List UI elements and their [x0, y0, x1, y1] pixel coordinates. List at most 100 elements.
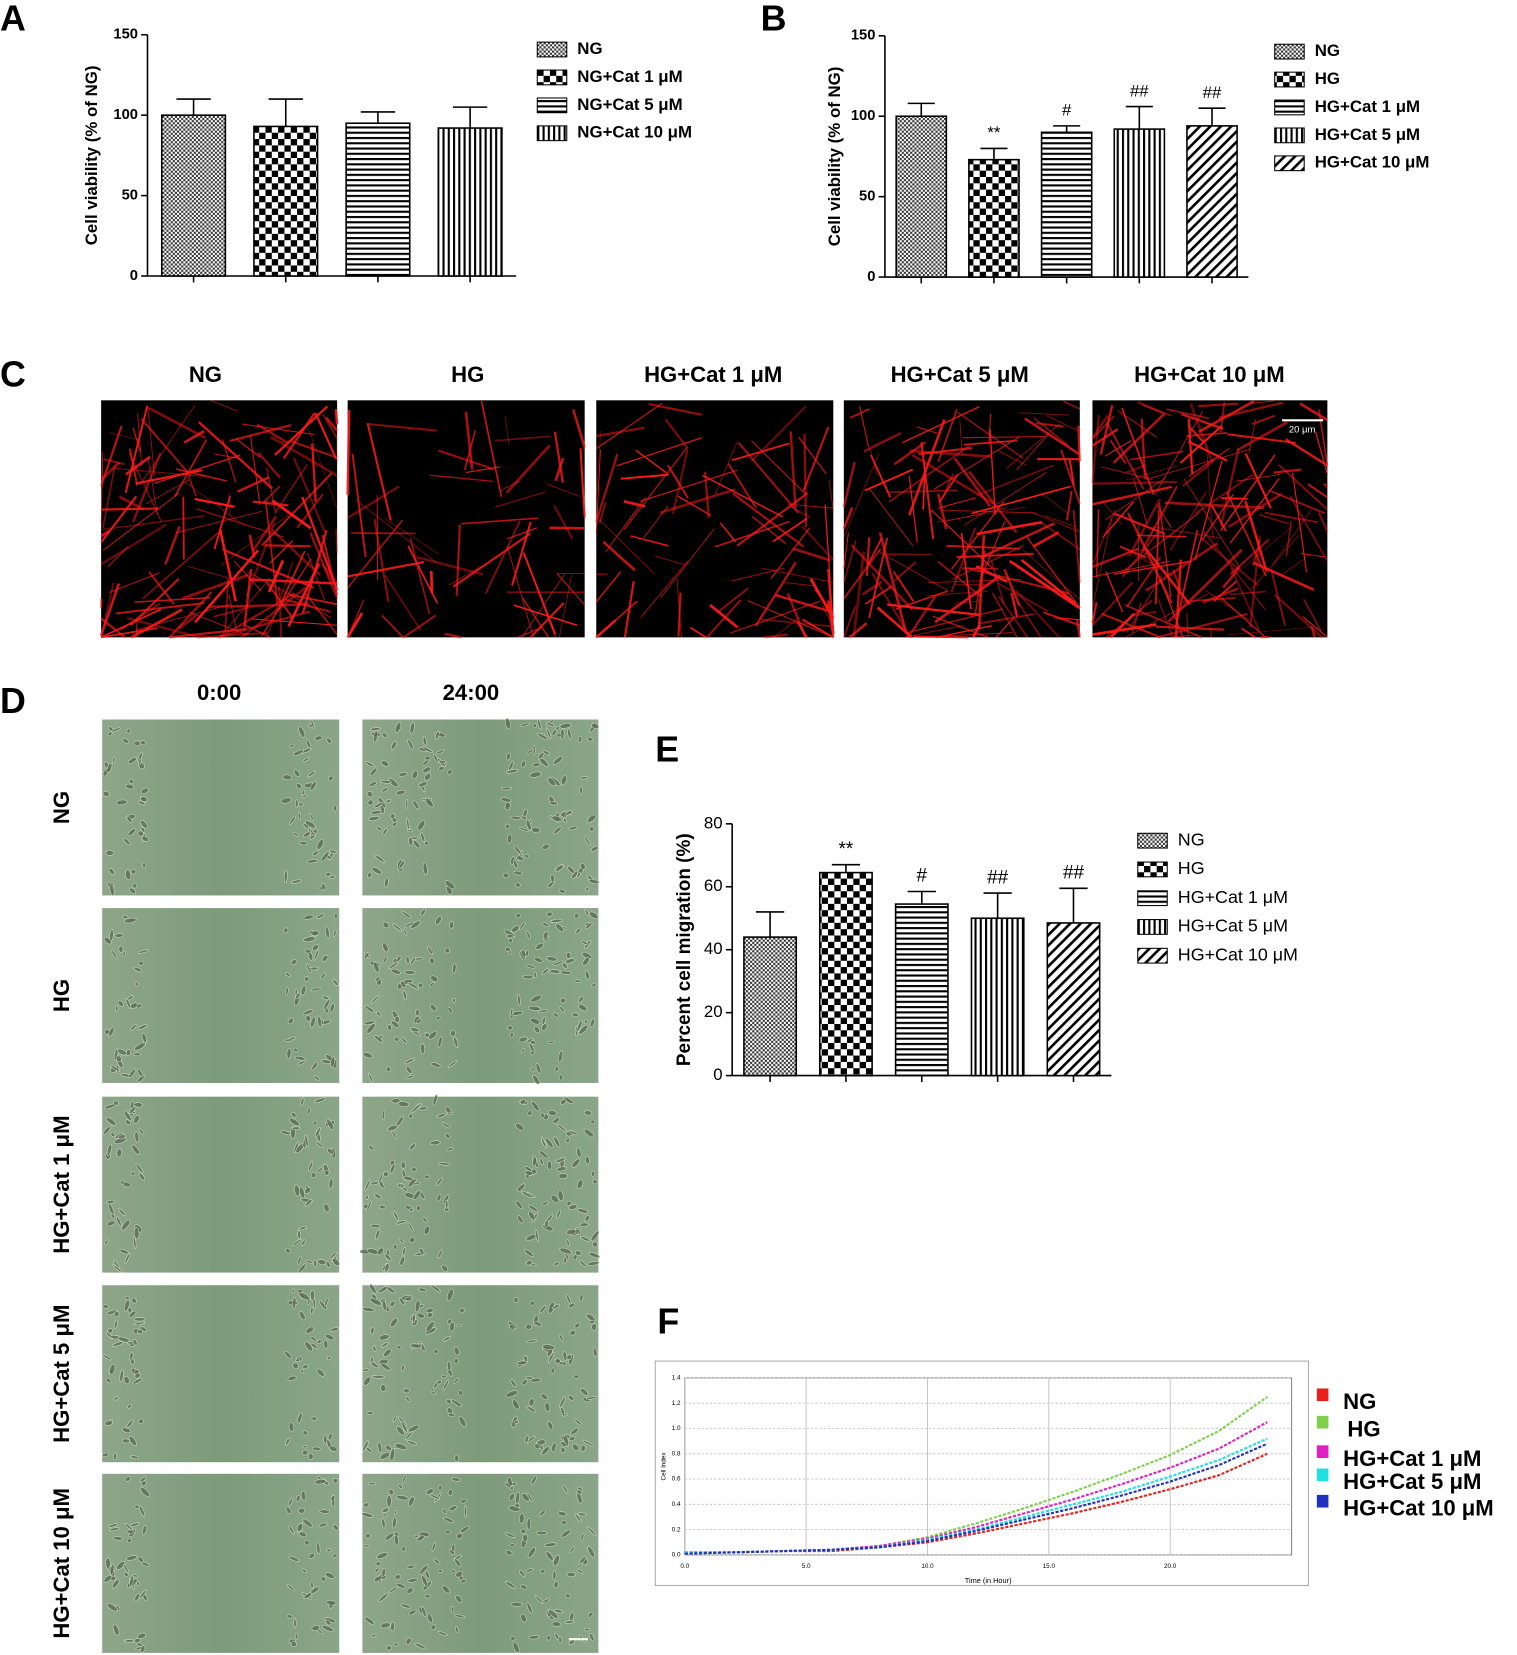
cell: [125, 783, 135, 790]
cell: [116, 1216, 122, 1227]
cell: [589, 1018, 596, 1028]
legend-swatch: [1316, 1468, 1329, 1482]
cell: [422, 736, 427, 747]
cell: [509, 1543, 516, 1547]
cell: [409, 721, 415, 735]
cell: [391, 1098, 401, 1104]
cell: [584, 970, 590, 980]
cell: [365, 1533, 371, 1539]
actin-fiber: [1003, 568, 1021, 607]
actin-fiber: [214, 453, 240, 459]
y-tick-label: 0.6: [672, 1476, 681, 1483]
cell: [584, 909, 590, 916]
cell: [392, 1415, 397, 1423]
actin-fiber: [184, 481, 246, 527]
y-tick-label: 0.2: [672, 1526, 681, 1533]
cell: [543, 931, 549, 940]
cell: [406, 1440, 417, 1446]
cell: [300, 1490, 307, 1501]
actin-fiber: [785, 582, 816, 587]
cell: [302, 757, 310, 762]
cell: [585, 886, 590, 892]
cell: [528, 1006, 541, 1012]
cell: [102, 1452, 109, 1457]
cell: [110, 727, 121, 733]
cell: [295, 1495, 301, 1502]
actin-fiber: [175, 510, 263, 534]
actin-fiber: [1300, 553, 1326, 558]
cell: [362, 1544, 370, 1548]
cell: [286, 1048, 292, 1059]
cell: [574, 913, 579, 919]
cell: [333, 805, 337, 812]
cell: [583, 836, 591, 846]
cell: [308, 1453, 314, 1460]
cell: [513, 1297, 519, 1304]
cell: [553, 1012, 559, 1018]
actin-fiber: [460, 517, 538, 525]
cell: [584, 1215, 590, 1222]
x-tick-label: 5.0: [802, 1563, 811, 1570]
actin-fiber: [1099, 404, 1114, 455]
cell: [388, 778, 399, 788]
cell: [290, 959, 298, 965]
legend-swatch: [1137, 832, 1168, 849]
cell: [285, 987, 289, 996]
actin-fiber: [1277, 464, 1329, 511]
cell: [415, 1009, 420, 1016]
cell: [516, 855, 524, 861]
cell: [541, 843, 550, 851]
cell: [298, 802, 304, 807]
cell: [420, 832, 426, 843]
bar: [818, 871, 873, 1077]
actin-fiber: [366, 422, 392, 521]
actin-fiber: [1158, 502, 1172, 597]
actin-fiber: [1289, 495, 1329, 562]
cell: [587, 736, 593, 742]
cell: [374, 1035, 384, 1043]
cell: [126, 1419, 134, 1429]
cell: [370, 1356, 374, 1364]
actin-fiber: [116, 601, 205, 615]
actin-fiber: [494, 491, 546, 508]
cell: [420, 908, 426, 917]
cell: [453, 1377, 460, 1384]
row-label: HG: [49, 979, 74, 1012]
cell: [423, 1225, 430, 1235]
cell: [116, 1561, 126, 1570]
cell: [459, 1307, 465, 1314]
cell: [109, 883, 115, 897]
cell: [123, 1563, 129, 1573]
cell: [137, 949, 149, 954]
actin-fiber: [1188, 447, 1230, 477]
cell: [571, 1012, 579, 1018]
cell: [105, 1378, 112, 1384]
cell: [537, 1009, 549, 1013]
cell: [422, 862, 428, 876]
legend-label: HG+Cat 1 μM: [1178, 887, 1288, 907]
y-tick-label: 1.4: [672, 1375, 681, 1382]
error-bar: [1053, 125, 1081, 133]
actin-fiber: [1005, 423, 1060, 469]
cell: [435, 1177, 443, 1187]
cell: [407, 829, 414, 833]
cell: [391, 1130, 398, 1139]
cell: [285, 972, 291, 977]
cell: [134, 1131, 140, 1143]
actin-fiber: [640, 560, 689, 618]
actin-fiber: [667, 464, 689, 499]
cell: [297, 1060, 306, 1066]
cell: [530, 1040, 536, 1045]
cell: [110, 1213, 115, 1219]
cell: [307, 770, 317, 778]
cell: [140, 1487, 150, 1497]
cell: [119, 1369, 124, 1383]
legend-label: HG+Cat 5 μM: [1343, 1469, 1481, 1494]
actin-fiber: [285, 598, 331, 613]
actin-fiber: [260, 558, 312, 637]
cell: [520, 1099, 527, 1105]
cell: [587, 1261, 600, 1266]
cell: [579, 1555, 587, 1565]
cell: [574, 1322, 581, 1329]
cell: [310, 1306, 314, 1315]
